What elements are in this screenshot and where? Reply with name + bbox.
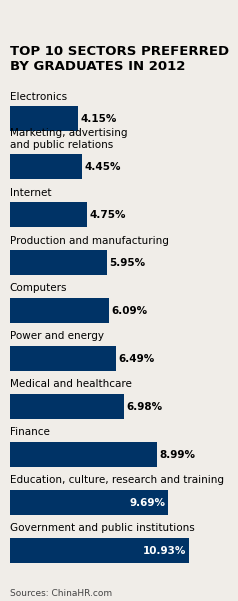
Text: Finance: Finance: [10, 427, 50, 438]
Text: 4.15%: 4.15%: [80, 114, 116, 124]
Bar: [10, 538, 189, 563]
Text: Production and manufacturing: Production and manufacturing: [10, 236, 169, 246]
Bar: [10, 203, 87, 227]
Bar: [10, 442, 157, 467]
Bar: [10, 346, 116, 371]
Bar: [10, 251, 107, 275]
Text: 4.45%: 4.45%: [85, 162, 121, 172]
Bar: [10, 394, 124, 419]
Text: 4.75%: 4.75%: [90, 210, 126, 220]
Text: 10.93%: 10.93%: [143, 546, 186, 555]
Text: Internet: Internet: [10, 188, 51, 198]
Text: Education, culture, research and training: Education, culture, research and trainin…: [10, 475, 223, 486]
Bar: [10, 298, 109, 323]
Text: Power and energy: Power and energy: [10, 332, 104, 341]
Bar: [10, 106, 78, 132]
Text: TOP 10 SECTORS PREFERRED
BY GRADUATES IN 2012: TOP 10 SECTORS PREFERRED BY GRADUATES IN…: [10, 45, 229, 73]
Text: Sources: ChinaHR.com: Sources: ChinaHR.com: [10, 589, 112, 598]
Text: 8.99%: 8.99%: [159, 450, 195, 460]
Text: 6.09%: 6.09%: [112, 306, 148, 316]
Bar: [10, 490, 169, 515]
Text: 5.95%: 5.95%: [109, 258, 146, 268]
Text: 6.98%: 6.98%: [126, 401, 163, 412]
Text: Marketing, advertising
and public relations: Marketing, advertising and public relati…: [10, 128, 127, 150]
Text: Medical and healthcare: Medical and healthcare: [10, 379, 131, 389]
Bar: [10, 154, 83, 179]
Text: Electronics: Electronics: [10, 91, 67, 102]
Text: Computers: Computers: [10, 284, 67, 293]
Text: 9.69%: 9.69%: [130, 498, 166, 508]
Text: Government and public institutions: Government and public institutions: [10, 523, 194, 533]
Text: 6.49%: 6.49%: [118, 354, 155, 364]
